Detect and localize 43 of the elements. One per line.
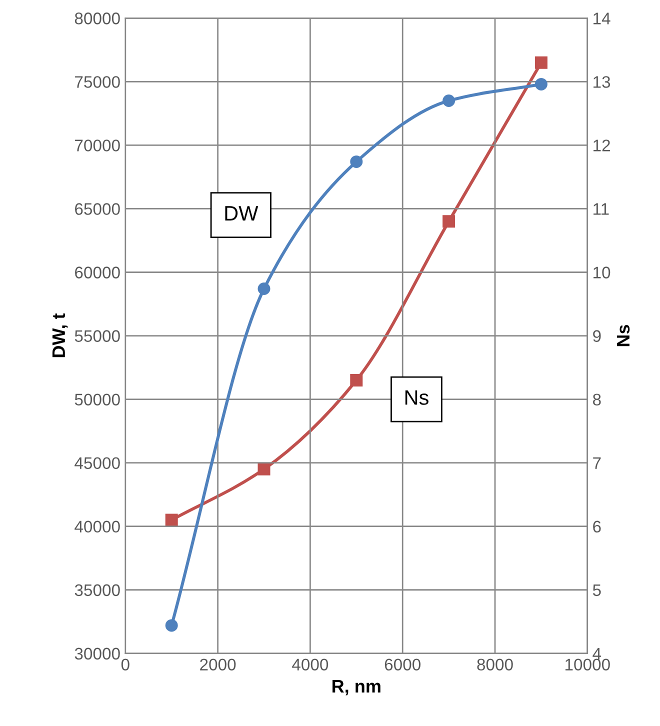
point (350, 155, 363, 168)
y-tick-label: 60000 (75, 266, 120, 278)
point (442, 215, 456, 228)
x-tick-label: 0 (121, 658, 130, 671)
y-tick-label: 40000 (74, 520, 120, 533)
y-tick-label: 75000 (75, 76, 120, 88)
point (534, 78, 548, 90)
y2-tick-label: 6 (593, 520, 601, 533)
y2-tick-label: 11 (594, 203, 609, 215)
y2-tick-label: 12 (594, 140, 610, 152)
x-tick-label: 8000 (477, 658, 513, 671)
y2-tick-label: 4 (592, 648, 602, 660)
point (350, 374, 363, 386)
y-tick-label: 50000 (74, 394, 120, 406)
point (442, 94, 456, 107)
y2-tick-label: 8 (592, 394, 601, 406)
y2-tick-label: 10 (594, 266, 610, 278)
text: Ns (405, 390, 428, 405)
x-tick-label: 6000 (384, 658, 420, 671)
series-label: DW (225, 206, 258, 220)
point (165, 619, 178, 632)
y2-tick-label: 9 (593, 330, 601, 342)
y2-tick-label: 14 (594, 12, 610, 24)
y2-tick-label: 5 (592, 584, 601, 596)
x-tick-label: 2000 (200, 658, 236, 671)
point (258, 282, 270, 296)
y2-tick-label: 7 (593, 457, 601, 469)
point (165, 514, 178, 526)
y-tick-label: 55000 (74, 330, 120, 342)
y2-axis-title: Ns (617, 324, 630, 346)
y2-tick-label: 13 (594, 76, 610, 88)
y-tick-label: 70000 (75, 140, 120, 152)
y-axis-title: DW, t (52, 313, 68, 358)
x-axis-title: R, nm (332, 680, 380, 696)
y-tick-label: 80000 (74, 12, 120, 24)
y-tick-label: 35000 (74, 584, 120, 596)
y-tick-label: 45000 (74, 457, 120, 470)
point (258, 462, 270, 476)
x-tick-label: 10000 (566, 658, 610, 671)
point (534, 56, 548, 69)
y-tick-label: 30000 (74, 648, 120, 660)
x-tick-label: 4000 (292, 658, 328, 671)
y-tick-label: 65000 (75, 203, 120, 215)
